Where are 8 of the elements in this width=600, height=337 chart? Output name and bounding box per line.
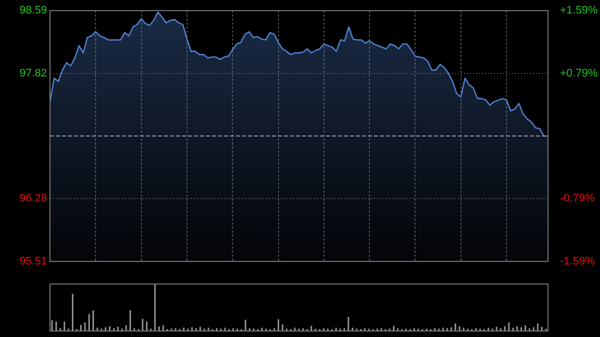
y2-tick-label: +1.59%: [560, 4, 598, 17]
y-tick-label: 95.51: [19, 255, 47, 268]
y2-tick-label: -1.59%: [560, 255, 596, 268]
y-tick-label: 96.28: [19, 192, 47, 205]
y-tick-label: 98.59: [19, 4, 47, 17]
y2-tick-label: +0.79%: [560, 68, 598, 80]
y2-tick-label: -0.79%: [560, 192, 596, 204]
y-tick-label: 97.82: [19, 67, 47, 80]
